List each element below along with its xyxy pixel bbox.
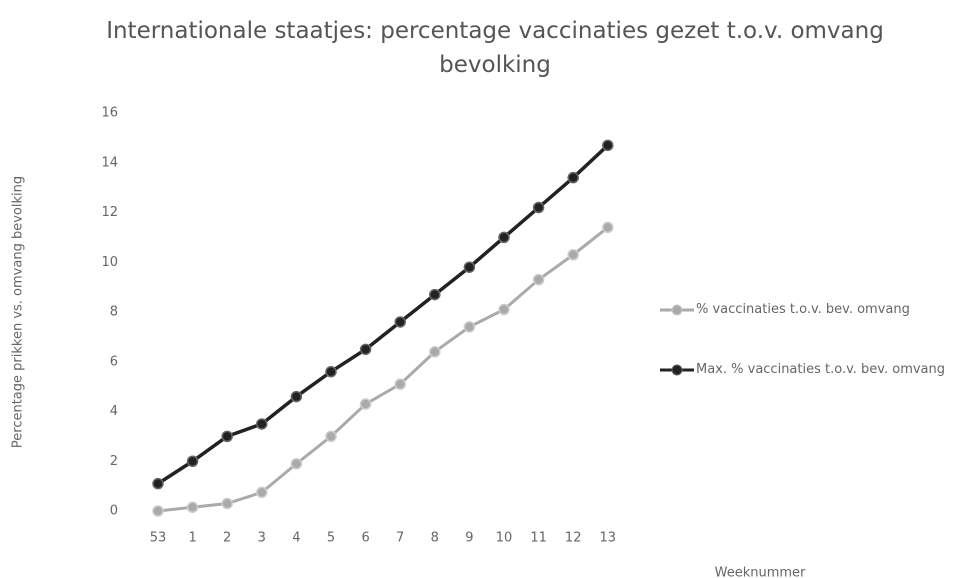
data-point xyxy=(429,288,441,301)
x-tick-label: 53 xyxy=(150,531,167,546)
x-tick-label: 1 xyxy=(188,531,196,546)
data-point xyxy=(394,316,406,328)
data-point xyxy=(221,497,233,510)
data-point xyxy=(394,378,406,390)
data-point xyxy=(602,221,614,234)
y-tick-label: 12 xyxy=(101,205,118,220)
x-axis-label: Weeknummer xyxy=(715,566,806,578)
x-tick-label: 4 xyxy=(292,531,300,546)
data-point xyxy=(359,398,372,410)
y-tick-label: 16 xyxy=(101,106,118,121)
data-point xyxy=(463,321,476,333)
data-point xyxy=(256,486,268,499)
y-tick-label: 0 xyxy=(110,504,118,519)
y-tick-label: 8 xyxy=(110,305,118,320)
data-point xyxy=(532,201,545,214)
data-point xyxy=(290,390,303,403)
data-point xyxy=(359,343,372,356)
y-tick-label: 4 xyxy=(110,404,118,419)
data-point xyxy=(429,346,441,358)
data-point xyxy=(498,303,510,316)
legend-swatch xyxy=(660,364,694,376)
x-tick-label: 8 xyxy=(431,531,439,546)
data-point xyxy=(325,365,337,378)
legend-swatch xyxy=(660,304,694,316)
x-tick-label: 11 xyxy=(530,531,547,546)
data-point xyxy=(290,457,303,470)
data-point xyxy=(152,505,164,517)
x-tick-label: 9 xyxy=(465,531,473,546)
series-line xyxy=(157,144,609,486)
y-tick-label: 2 xyxy=(110,454,118,469)
legend-item: Max. % vaccinaties t.o.v. bev. omvang xyxy=(660,360,979,380)
x-tick-label: 2 xyxy=(223,531,231,546)
legend-marker xyxy=(671,304,683,316)
y-axis-label: Percentage prikken vs. omvang bevolking xyxy=(11,176,26,448)
x-tick-label: 13 xyxy=(600,531,617,546)
data-point xyxy=(498,231,510,244)
x-tick-label: 12 xyxy=(565,531,582,546)
data-point xyxy=(221,430,233,443)
legend-label: Max. % vaccinaties t.o.v. bev. omvang xyxy=(696,362,946,377)
data-point xyxy=(325,430,337,443)
x-tick-label: 7 xyxy=(396,531,404,546)
x-tick-label: 3 xyxy=(258,531,266,546)
data-point xyxy=(186,501,199,514)
x-tick-label: 6 xyxy=(361,531,369,546)
y-tick-label: 10 xyxy=(101,255,118,270)
data-point xyxy=(256,418,268,430)
chart-title: Internationale staatjes: percentage vacc… xyxy=(106,18,884,78)
y-tick-label: 6 xyxy=(110,354,118,369)
data-point xyxy=(532,273,545,286)
data-point xyxy=(152,477,164,490)
legend-item: % vaccinaties t.o.v. bev. omvang xyxy=(660,300,979,320)
legend-label: % vaccinaties t.o.v. bev. omvang xyxy=(696,302,910,317)
data-point xyxy=(186,455,199,467)
legend-marker xyxy=(671,364,683,376)
x-tick-label: 5 xyxy=(327,531,335,546)
data-point xyxy=(567,171,579,184)
series-line xyxy=(157,226,609,513)
y-tick-label: 14 xyxy=(101,155,118,170)
data-point xyxy=(463,261,476,273)
x-tick-label: 10 xyxy=(496,531,513,546)
data-point xyxy=(602,139,614,152)
data-point xyxy=(567,249,579,261)
